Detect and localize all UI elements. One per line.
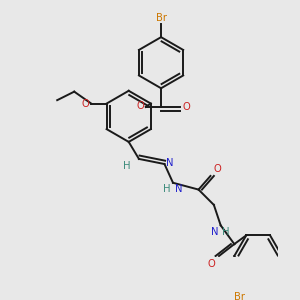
Text: O: O <box>182 102 190 112</box>
Text: H: H <box>123 161 131 172</box>
Text: O: O <box>208 259 216 269</box>
Text: H: H <box>163 184 170 194</box>
Text: O: O <box>214 164 222 174</box>
Text: Br: Br <box>234 292 245 300</box>
Text: O: O <box>82 99 90 109</box>
Text: N: N <box>175 184 182 194</box>
Text: O: O <box>136 101 144 111</box>
Text: H: H <box>222 227 230 237</box>
Text: N: N <box>212 227 219 237</box>
Text: N: N <box>166 158 174 168</box>
Text: Br: Br <box>156 13 167 23</box>
